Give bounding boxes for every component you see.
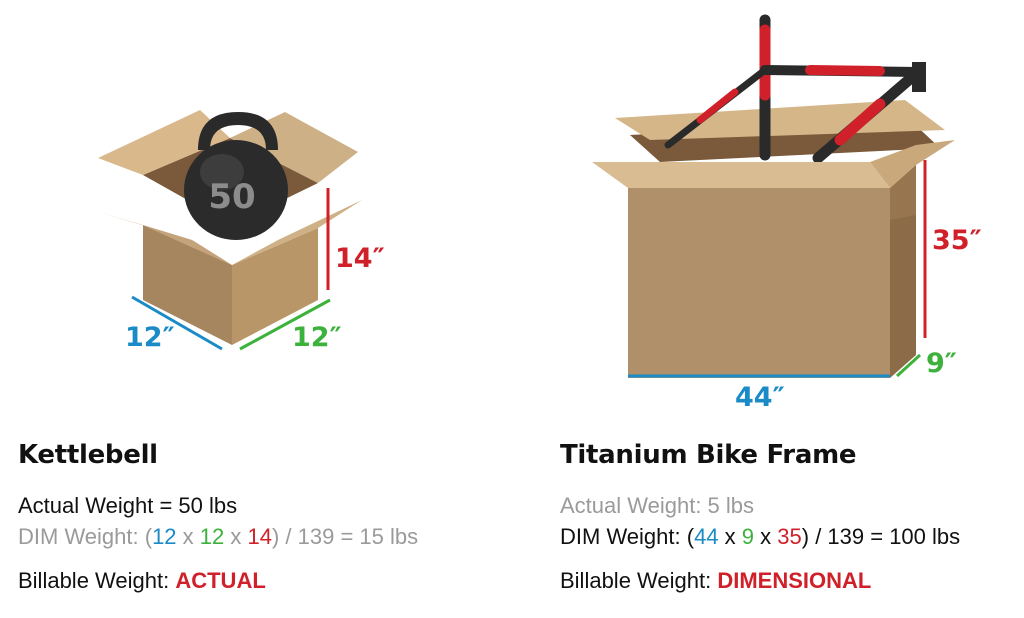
length-line <box>131 295 223 351</box>
bike-frame-panel: Titanium Bike Frame Actual Weight: 5 lbs… <box>560 440 960 596</box>
dim-length: 44 <box>694 524 719 549</box>
dim-suffix: ) / 139 = 100 lbs <box>801 524 961 549</box>
dim-length: 12 <box>152 524 177 549</box>
dim-x: x <box>754 524 778 549</box>
dim-x: x <box>176 524 200 549</box>
bike-frame-box <box>592 14 955 378</box>
kettlebell-billable-weight: Billable Weight: ACTUAL <box>18 565 418 596</box>
shipping-illustration: 50 <box>98 14 955 378</box>
dim-prefix: DIM Weight: ( <box>560 524 695 549</box>
bike-width-label: 9″ <box>926 348 957 379</box>
billable-label: Billable Weight: <box>18 568 176 593</box>
dim-prefix: DIM Weight: ( <box>18 524 153 549</box>
bike-frame-title: Titanium Bike Frame <box>560 440 857 470</box>
bike-actual-weight: Actual Weight: 5 lbs <box>560 493 755 518</box>
dim-x: x <box>718 524 742 549</box>
billable-value: ACTUAL <box>175 568 266 593</box>
bike-height-label: 35″ <box>932 225 982 256</box>
dim-suffix: ) / 139 = 15 lbs <box>271 524 419 549</box>
dim-height: 14 <box>247 524 272 549</box>
billable-value: DIMENSIONAL <box>717 568 872 593</box>
kettlebell-actual-weight: Actual Weight = 50 lbs <box>18 493 238 518</box>
kettlebell-panel: Kettlebell Actual Weight = 50 lbs DIM We… <box>18 440 418 596</box>
bike-length-label: 44″ <box>735 382 785 413</box>
kettlebell-width-label: 12″ <box>292 322 342 353</box>
kettlebell-length-label: 12″ <box>125 322 175 353</box>
width-line <box>239 298 331 351</box>
dim-x: x <box>224 524 248 549</box>
kettlebell-icon: 50 <box>184 112 288 240</box>
dim-width: 9 <box>741 524 755 549</box>
kettlebell-box: 50 <box>98 110 362 345</box>
bike-dim-weight: DIM Weight: (44 x 9 x 35) / 139 = 100 lb… <box>560 521 960 552</box>
width-line <box>895 353 922 378</box>
bike-frame-icon <box>664 14 926 164</box>
kettlebell-height-label: 14″ <box>335 243 385 274</box>
dim-height: 35 <box>777 524 802 549</box>
kettlebell-title: Kettlebell <box>18 440 158 470</box>
kettlebell-weight-label: 50 <box>208 177 255 217</box>
kettlebell-dim-weight: DIM Weight: (12 x 12 x 14) / 139 = 15 lb… <box>18 521 418 552</box>
dim-width: 12 <box>199 524 225 549</box>
billable-label: Billable Weight: <box>560 568 718 593</box>
bike-billable-weight: Billable Weight: DIMENSIONAL <box>560 565 960 596</box>
